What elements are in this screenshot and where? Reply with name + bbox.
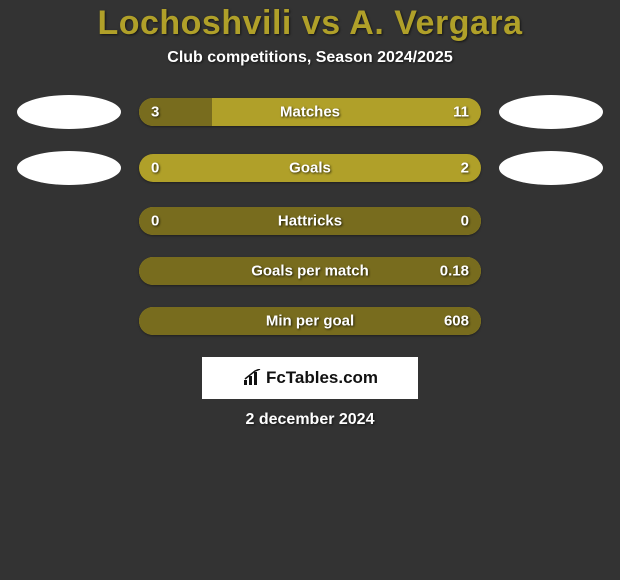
stat-right-value: 2: [461, 160, 469, 177]
stats-rows: 3 Matches 11 0 Goals 2 0 Hattricks 0 Goals per ma…: [0, 95, 620, 335]
stat-row: Min per goal 608: [0, 307, 620, 335]
stat-label: Matches: [280, 104, 340, 121]
page-title: Lochoshvili vs A. Vergara: [0, 4, 620, 43]
stat-row: 0 Goals 2: [0, 151, 620, 185]
player-left-avatar: [17, 95, 121, 129]
player-right-avatar: [499, 95, 603, 129]
chart-icon: [242, 369, 262, 387]
stat-label: Goals per match: [251, 263, 369, 280]
stat-bar: Goals per match 0.18: [139, 257, 481, 285]
stat-bar: 3 Matches 11: [139, 98, 481, 126]
stat-left-value: 0: [151, 213, 159, 230]
stat-left-value: 0: [151, 160, 159, 177]
page-subtitle: Club competitions, Season 2024/2025: [0, 49, 620, 67]
stat-row: Goals per match 0.18: [0, 257, 620, 285]
player-left-avatar: [17, 151, 121, 185]
stat-label: Hattricks: [278, 213, 342, 230]
stat-label: Goals: [289, 160, 331, 177]
stat-right-value: 0.18: [440, 263, 469, 280]
stat-right-value: 0: [461, 213, 469, 230]
stat-bar: 0 Hattricks 0: [139, 207, 481, 235]
player-right-avatar: [499, 151, 603, 185]
brand-box: FcTables.com: [202, 357, 418, 399]
date-label: 2 december 2024: [0, 411, 620, 429]
brand-text: FcTables.com: [266, 368, 378, 388]
stat-bar: 0 Goals 2: [139, 154, 481, 182]
stat-row: 0 Hattricks 0: [0, 207, 620, 235]
stat-right-value: 608: [444, 313, 469, 330]
stat-label: Min per goal: [266, 313, 354, 330]
comparison-infographic: Lochoshvili vs A. Vergara Club competiti…: [0, 0, 620, 429]
stat-row: 3 Matches 11: [0, 95, 620, 129]
stat-right-value: 11: [453, 104, 469, 121]
stat-bar-left-segment: [139, 98, 212, 126]
stat-bar: Min per goal 608: [139, 307, 481, 335]
stat-left-value: 3: [151, 104, 159, 121]
